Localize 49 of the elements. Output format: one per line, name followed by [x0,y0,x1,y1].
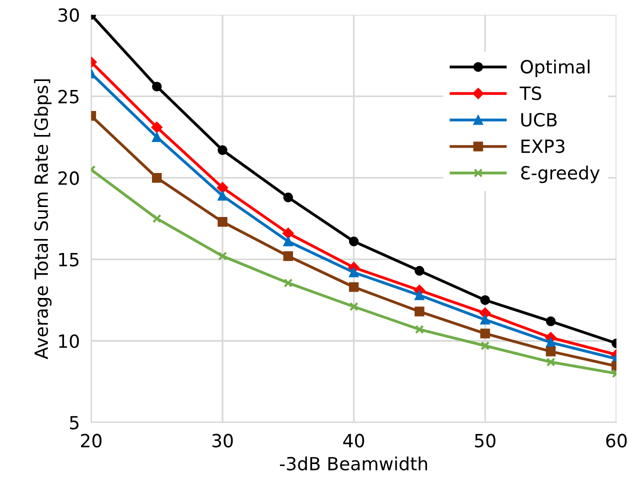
x-tick-label: 20 [81,434,102,448]
legend-label: UCB [521,112,557,127]
point [218,216,228,227]
point [546,338,556,348]
point [349,302,358,312]
x-tick-label: 60 [606,434,627,448]
x-tick-label: 40 [343,434,364,448]
legend-label: EXP3 [521,139,564,154]
legend-label: Ɛ-greedy [521,166,600,184]
point [480,328,490,338]
point [282,228,294,239]
point [348,268,359,278]
y-tick-label: 5 [70,416,79,430]
x-tick-label: 30 [212,434,233,448]
x-axis-title: -3dB Beamwidth [280,456,428,470]
point [152,214,162,224]
point [348,282,359,292]
point [480,341,490,350]
y-tick-label: 30 [58,8,79,22]
point [284,278,293,288]
point [152,172,162,183]
point [348,236,359,246]
x-tick-label: 50 [475,434,496,448]
point [414,324,424,334]
point [414,306,424,316]
point [216,182,228,194]
point [546,346,556,356]
y-tick-label: 15 [59,253,79,266]
y-axis-title: Average Total Sum Rate [Gbps] [34,79,52,360]
point [546,316,556,326]
point [218,190,228,201]
point [152,132,162,142]
point [480,314,490,325]
point [151,122,162,133]
point [414,266,424,276]
point [218,252,228,261]
point [283,251,294,261]
point [546,358,556,367]
point [414,290,424,300]
point [480,295,490,305]
y-tick-label: 25 [58,90,79,104]
y-tick-label: 20 [58,171,79,185]
point [283,236,294,246]
point [218,145,228,155]
point [283,192,294,202]
legend-label: TS [520,86,542,100]
y-tick-label: 10 [59,334,79,348]
point [152,82,162,92]
legend-label: Optimal [520,60,590,78]
